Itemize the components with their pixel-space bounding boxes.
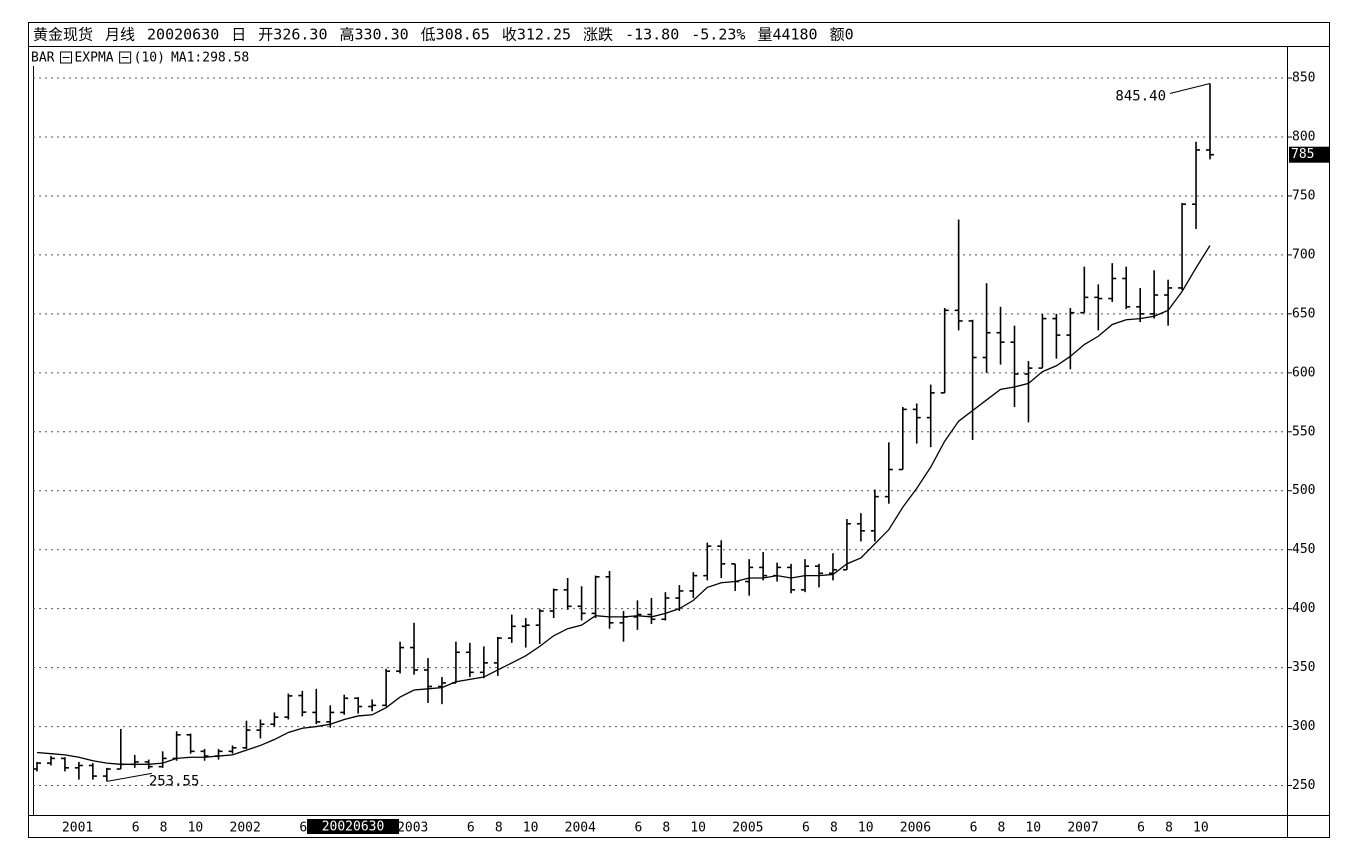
x-tick-label: 8 <box>160 821 168 836</box>
header-item: -5.23% <box>691 26 745 44</box>
x-tick-label: 10 <box>1025 821 1041 836</box>
header-item: 低308.65 <box>421 26 490 44</box>
y-tick-label: 750 <box>1292 188 1315 203</box>
header-item: 高330.30 <box>339 26 408 44</box>
y-tick-label: 300 <box>1292 719 1315 734</box>
last-price: 785 <box>1291 147 1314 162</box>
x-tick-label: 8 <box>662 821 670 836</box>
x-tick-label: 2007 <box>1067 821 1098 836</box>
indicator-line: BAR EXPMA (10) MA1:298.58 <box>31 51 249 66</box>
indicator-item: (10) <box>134 51 165 66</box>
indicator-item: MA1:298.58 <box>171 51 249 66</box>
y-tick-label: 600 <box>1292 365 1315 380</box>
y-tick-label: 400 <box>1292 601 1315 616</box>
header-item: 开326.30 <box>258 26 327 44</box>
indicator-item: EXPMA <box>74 51 113 66</box>
frame <box>28 22 1330 838</box>
x-tick-label: 10 <box>523 821 539 836</box>
header-item: 额0 <box>830 26 854 44</box>
annotation: 845.40 <box>1115 88 1166 104</box>
y-tick-label: 250 <box>1292 778 1315 793</box>
x-tick-label: 6 <box>132 821 140 836</box>
x-tick-label: 2006 <box>900 821 931 836</box>
cursor-date-box <box>307 819 399 834</box>
header-item: 月线 <box>105 26 135 44</box>
header-item: 日 <box>231 26 246 44</box>
indicator-item: BAR <box>31 51 55 66</box>
y-tick-label: 500 <box>1292 483 1315 498</box>
header-item: -13.80 <box>625 26 679 44</box>
x-tick-label: 2005 <box>732 821 763 836</box>
header: 黄金现货 月线 20020630 日开326.30 高330.30 低308.65 收312… <box>33 26 854 44</box>
header-item: 涨跌 <box>583 26 613 44</box>
x-tick-label: 2001 <box>62 821 93 836</box>
x-tick-label: 8 <box>1165 821 1173 836</box>
toggle-box <box>59 51 72 64</box>
ema-line <box>36 245 1211 765</box>
x-tick-label: 8 <box>495 821 503 836</box>
x-tick-label: 6 <box>634 821 642 836</box>
x-tick-label: 10 <box>858 821 874 836</box>
y-tick-label: 350 <box>1292 660 1315 675</box>
last-price-box <box>1289 146 1329 163</box>
y-tick-label: 800 <box>1292 130 1315 145</box>
annotation-leader <box>1169 82 1211 94</box>
toggle-box <box>119 51 132 64</box>
x-tick-label: 10 <box>1193 821 1209 836</box>
header-item: 收312.25 <box>502 26 571 44</box>
x-tick-label: 8 <box>830 821 838 836</box>
y-tick-label: 450 <box>1292 542 1315 557</box>
x-tick-label: 8 <box>998 821 1006 836</box>
x-tick-label: 6 <box>802 821 810 836</box>
x-tick-label: 6 <box>467 821 475 836</box>
cursor-date: 20020630 <box>322 820 385 835</box>
y-tick-label: 550 <box>1292 424 1315 439</box>
x-tick-label: 6 <box>299 821 307 836</box>
x-tick-label: 2004 <box>565 821 596 836</box>
y-tick-label: 700 <box>1292 247 1315 262</box>
header-item: 量44180 <box>757 26 817 44</box>
x-tick-label: 10 <box>690 821 706 836</box>
x-tick-label: 6 <box>970 821 978 836</box>
x-tick-label: 2003 <box>397 821 428 836</box>
x-tick-label: 2002 <box>230 821 261 836</box>
y-tick-label: 650 <box>1292 306 1315 321</box>
header-item: 20020630 <box>147 26 219 44</box>
annotation: 253.55 <box>149 773 200 789</box>
x-tick-label: 10 <box>188 821 204 836</box>
header-item: 黄金现货 <box>33 26 93 44</box>
annotation-leader <box>106 772 152 782</box>
y-tick-label: 850 <box>1292 71 1315 86</box>
x-tick-label: 6 <box>1137 821 1145 836</box>
